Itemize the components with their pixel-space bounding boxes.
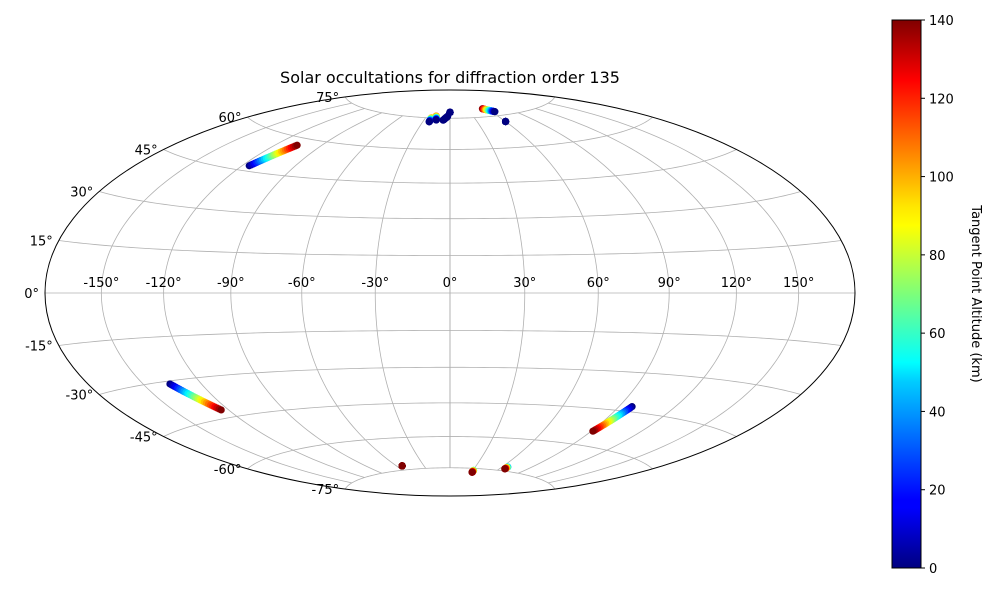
graticule [45,96,855,490]
parallel-line [344,467,556,490]
latitude-tick-label: -45° [130,431,158,446]
colorbar-tick-label: 80 [929,249,946,264]
colorbar-label: Tangent Point Altitude (km) [968,204,983,382]
occultation-point [293,141,301,149]
longitude-tick-labels: -150° -120° -90° -60° -30° 0° 30° 60° 90° 120° 150… [83,276,814,291]
latitude-tick-label: 60° [218,111,241,126]
latitude-tick-label: 30° [70,186,93,201]
longitude-tick-label: -120° [146,276,182,291]
parallel-line [247,116,653,150]
colorbar-tick-label: 120 [929,92,954,107]
colorbar-tick-label: 20 [929,484,946,499]
longitude-tick-label: 30° [513,276,536,291]
parallel-line [163,149,737,184]
occultation-point [398,462,406,470]
latitude-tick-label: 75° [316,91,339,106]
latitude-tick-label: 45° [135,143,158,158]
occultation-point [446,108,454,116]
colorbar-tick-label: 140 [929,14,954,29]
colorbar-gradient [891,19,922,569]
occultation-point [468,468,476,476]
occultation-point [432,116,440,124]
colorbar-tick-label: 60 [929,327,946,342]
occultation-point [217,406,225,414]
occultation-point [425,118,433,126]
longitude-tick-label: -60° [288,276,316,291]
latitude-tick-label: -75° [311,483,339,498]
occultation-point [501,465,509,473]
longitude-tick-label: -90° [217,276,245,291]
chart-title: Solar occultations for diffraction order… [280,68,620,87]
occultation-point [589,427,597,435]
parallel-line [247,436,653,470]
parallel-line [99,191,801,220]
longitude-tick-label: 90° [658,276,681,291]
latitude-tick-labels: -75° -60° -45° -30° -15° 0° 15° 30° 45° 60° 75° [24,91,339,498]
parallel-line [163,402,737,437]
colorbar: 0 20 40 60 80 100 120 140 Tangent Point Altitud… [891,14,983,577]
latitude-tick-label: 15° [30,234,53,249]
latitude-tick-label: -15° [25,340,53,355]
longitude-tick-label: -150° [83,276,119,291]
parallel-line [58,330,842,346]
occultation-point [491,108,499,116]
occultation-point [501,117,510,126]
longitude-tick-label: 60° [587,276,610,291]
longitude-tick-label: 0° [443,276,458,291]
longitude-tick-label: 150° [783,276,814,291]
latitude-tick-label: -30° [66,389,94,404]
latitude-tick-label: 0° [24,287,39,302]
colorbar-tick-label: 100 [929,171,954,186]
map-axes: -150° -120° -90° -60° -30° 0° 30° 60° 90° 120° 150… [24,89,856,498]
colorbar-ticks: 0 20 40 60 80 100 120 140 [921,14,954,577]
longitude-tick-label: 120° [721,276,752,291]
occultation-points [166,105,636,476]
parallel-line [99,366,801,395]
colorbar-tick-label: 0 [929,562,937,577]
parallel-line [58,240,842,256]
map-boundary [44,89,856,497]
longitude-tick-label: -30° [361,276,389,291]
colorbar-tick-label: 40 [929,405,946,420]
latitude-tick-label: -60° [214,463,242,478]
